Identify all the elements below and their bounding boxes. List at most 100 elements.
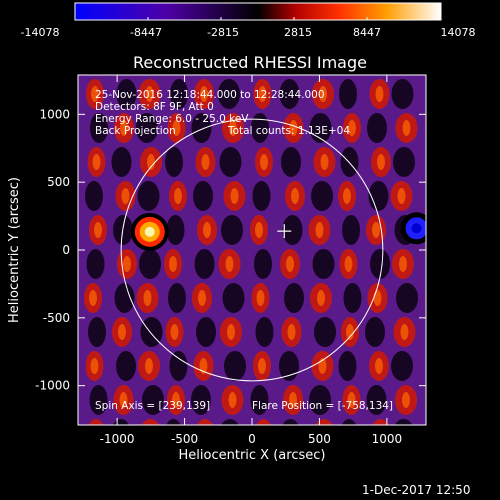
fringe-core	[230, 188, 239, 204]
colorbar: -14078 -8447 -2815 2815 8447 14078	[21, 2, 476, 39]
fringe-blob	[367, 113, 387, 143]
colorbar-ticks	[74, 17, 442, 20]
fringe-core	[201, 154, 210, 170]
fringe-blob	[252, 181, 271, 211]
fringe-core	[399, 256, 407, 272]
fringe-core	[229, 120, 237, 136]
fringe-blob	[196, 317, 216, 347]
fringe-blob	[193, 181, 213, 211]
fringe-core	[377, 154, 385, 170]
plot-timestamp: 1-Dec-2017 12:50	[362, 483, 470, 497]
fringe-blob	[251, 113, 269, 143]
fringe-core	[225, 256, 234, 272]
fringe-core	[320, 154, 329, 170]
fringe-blob	[222, 283, 245, 313]
fringe-core	[260, 154, 268, 170]
annotation-total-counts: Total counts: 1.13E+04	[227, 125, 350, 137]
fringe-core	[255, 222, 263, 238]
fringe-blob	[338, 351, 357, 381]
fringe-core	[92, 154, 101, 170]
fringe-blob	[254, 249, 272, 279]
fringe-blob	[256, 419, 271, 425]
solar-disk-limb	[120, 118, 384, 382]
fringe-core	[174, 188, 182, 204]
fringe-blob	[279, 79, 300, 109]
fringe-core	[344, 256, 353, 272]
fringe-blob	[88, 419, 104, 425]
x-tick-label: 0	[248, 432, 256, 446]
fringe-core	[198, 290, 206, 306]
fringe-blob	[85, 181, 103, 211]
fringe-blob	[166, 419, 181, 425]
fringe-blob	[281, 147, 301, 177]
fringe-core	[119, 392, 128, 408]
fringe-core	[375, 358, 383, 374]
colorbar-tick-label: -2815	[207, 26, 239, 39]
fringe-blob	[282, 215, 303, 245]
fringe-blob	[169, 351, 188, 381]
fringe-core	[200, 86, 208, 102]
x-tick-label: -1000	[100, 432, 135, 446]
colorbar-tick-label: -14078	[21, 26, 60, 39]
fringe-blob	[191, 113, 212, 143]
fringe-core	[373, 290, 382, 306]
flare-core	[144, 226, 155, 237]
fringe-blob	[396, 283, 418, 313]
fringe-core	[343, 188, 351, 204]
colorbar-tick-label: 8447	[353, 26, 381, 39]
fringe-blob	[391, 351, 413, 381]
fringe-blob	[372, 419, 389, 425]
fringe-core	[346, 324, 354, 340]
fringe-blob	[111, 147, 132, 177]
fringe-blob	[141, 419, 160, 425]
negative-core	[411, 223, 422, 234]
fringe-core	[348, 120, 356, 136]
fringe-blob	[224, 351, 246, 381]
fringe-blob	[116, 351, 136, 381]
fringe-core	[147, 426, 155, 442]
fringe-core	[228, 392, 237, 408]
fringe-core	[287, 324, 296, 340]
fringe-core	[375, 86, 384, 102]
fringe-blob	[394, 419, 413, 425]
fringe-core	[256, 290, 265, 306]
y-tick-label: -1000	[35, 379, 70, 393]
fringe-core	[227, 324, 235, 340]
x-axis-ticks: -1000 -500 0 500 1000	[100, 75, 402, 446]
fringe-blob	[309, 385, 331, 415]
heatmap-fringes	[84, 79, 426, 442]
fringe-core	[289, 392, 297, 408]
fringe-core	[291, 188, 299, 204]
fringe-core	[317, 290, 325, 306]
annotation-method: Back Projection	[95, 125, 176, 137]
fringe-blob	[116, 79, 137, 109]
fringe-blob	[136, 113, 158, 143]
fringe-core	[143, 290, 152, 306]
fringe-core	[169, 256, 177, 272]
fringe-core	[118, 324, 126, 340]
spin-axis-label: Spin Axis = [239,139]	[95, 400, 210, 412]
fringe-core	[319, 86, 327, 102]
y-axis-label: Heliocentric Y (arcsec)	[7, 177, 22, 323]
fringe-blob	[250, 385, 269, 415]
fringe-core	[347, 392, 356, 408]
fringe-core	[260, 426, 268, 442]
fringe-core	[170, 324, 179, 340]
spin-axis-marker	[277, 224, 292, 239]
fringe-blob	[312, 249, 335, 279]
fringe-blob	[311, 181, 333, 211]
fringe-blob	[368, 181, 389, 211]
fringe-core	[258, 358, 266, 374]
fringe-blob	[340, 147, 359, 177]
y-tick-label: -500	[43, 311, 70, 325]
annotation-time-range: 25-Nov-2016 12:18:44.000 to 12:28:44.000	[95, 89, 325, 101]
fringe-blob	[391, 79, 414, 109]
fringe-core	[372, 222, 380, 238]
fringe-core	[199, 358, 208, 374]
x-tick-label: 1000	[372, 432, 403, 446]
fringe-core	[145, 358, 153, 374]
fringe-core	[286, 256, 294, 272]
y-tick-label: 500	[47, 175, 70, 189]
fringe-core	[258, 86, 267, 102]
